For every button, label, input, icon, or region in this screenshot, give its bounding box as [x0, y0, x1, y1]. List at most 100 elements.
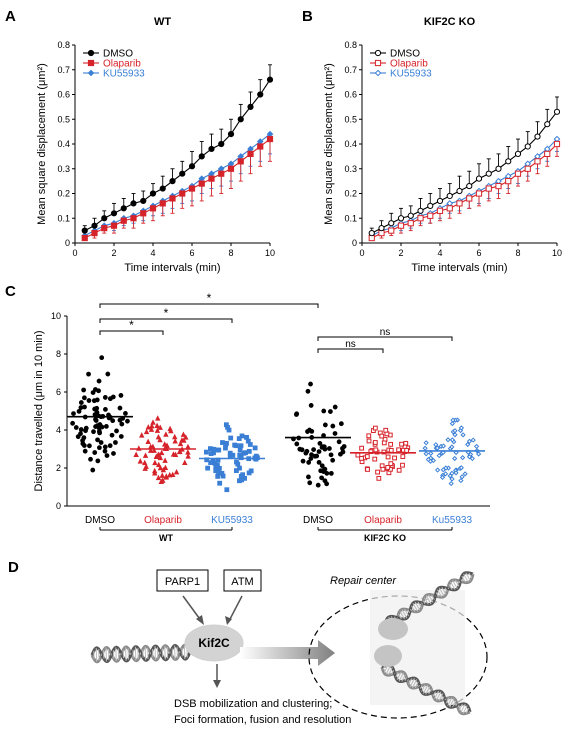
chart-a-point-olaparib	[247, 150, 254, 158]
atm-label: ATM	[231, 576, 253, 588]
chart-c-point	[332, 431, 338, 436]
dna-base-pair	[414, 601, 421, 611]
dna-base-pair	[411, 605, 416, 612]
chart-c-point	[157, 436, 163, 443]
chart-c-point	[372, 440, 378, 445]
chart-c-point	[86, 371, 91, 377]
chart-c-significance-label: ns	[345, 339, 356, 350]
chart-b-point-olaparib	[495, 182, 502, 190]
chart-c-point	[155, 461, 162, 468]
chart-a-point-dmso	[257, 91, 264, 98]
chart-c-point	[96, 378, 102, 384]
chart-b-point-dmso	[456, 187, 463, 195]
chart-c-point	[185, 443, 191, 450]
chart-a-x-tick-label: 10	[265, 248, 275, 258]
chart-a-point-olaparib	[188, 185, 196, 192]
chart-c-point	[157, 454, 164, 461]
dna-top-right	[383, 571, 475, 628]
chart-a-legend-marker	[87, 69, 95, 77]
dna-base-pair	[414, 681, 419, 688]
chart-a-y-tick-label: 0.7	[57, 65, 70, 75]
chart-c-point	[75, 434, 81, 440]
chart-c-point	[147, 447, 154, 453]
chart-a-point-olaparib	[169, 195, 176, 202]
chart-a-point-olaparib	[257, 143, 264, 150]
chart-b-series-line-dmso	[371, 111, 558, 234]
dna-base-pair	[465, 707, 470, 714]
chart-c-point	[73, 425, 79, 430]
chart-c-significance-label: *	[207, 291, 212, 305]
dna-base-pair	[458, 703, 463, 711]
chart-c-point	[383, 427, 389, 433]
chart-c-point	[223, 422, 229, 428]
chart-b-legend-marker	[374, 69, 382, 77]
chart-c-point	[170, 471, 176, 478]
chart-c-point	[70, 420, 76, 426]
chart-c-point	[458, 425, 465, 431]
chart-c-point	[300, 458, 306, 464]
chart-c-point	[466, 454, 473, 460]
parp1-label: PARP1	[165, 576, 200, 588]
chart-c-point	[119, 421, 125, 427]
chart-c-y-tick-label: 10	[51, 311, 61, 321]
chart-c-point	[103, 406, 108, 412]
chart-b-point-ku55933	[446, 200, 454, 207]
chart-c-point	[93, 417, 98, 422]
chart-c-point	[396, 467, 402, 473]
chart-c-point	[125, 418, 130, 424]
chart-c-point	[458, 465, 464, 471]
dna-base-pair	[417, 601, 422, 609]
chart-c-category-label: DMSO	[303, 515, 333, 526]
parp1-arrow-head	[196, 615, 204, 625]
chart-b-point-dmso	[417, 207, 424, 214]
dna-base-pair	[401, 609, 408, 619]
chart-b-y-tick-label: 0.4	[344, 139, 357, 149]
chart-b-x-tick-label: 2	[398, 248, 403, 258]
chart-c-point	[452, 455, 458, 462]
chart-c-point	[379, 433, 385, 439]
dna-base-pair	[468, 572, 473, 579]
dna-base-pair	[422, 600, 426, 605]
chart-b-legend-entry: DMSO	[390, 49, 420, 60]
dna-base-pair	[461, 575, 467, 583]
chart-c-point	[142, 459, 148, 466]
chart-c-point	[215, 473, 221, 479]
chart-c-point	[308, 403, 314, 408]
chart-b-point-olaparib	[407, 220, 414, 227]
chart-c-point	[145, 438, 151, 445]
dna-base-pair	[401, 674, 406, 682]
chart-c-point	[316, 459, 322, 465]
chart-c-point	[452, 428, 458, 434]
chart-b-x-tick-label: 4	[437, 248, 442, 258]
chart-c-point	[449, 476, 455, 482]
chart-b-point-olaparib	[485, 185, 492, 192]
dna-base-pair	[432, 691, 436, 697]
dna-base-pair	[408, 678, 413, 685]
chart-c-point	[385, 454, 391, 460]
chart-c-point	[237, 452, 243, 458]
chart-c-point	[338, 421, 344, 427]
chart-a-point-olaparib	[120, 217, 127, 224]
chart-c-y-tick-label: 2	[56, 463, 61, 473]
chart-c-point	[466, 438, 473, 444]
chart-c-point	[96, 445, 102, 451]
dna-base-pair	[438, 693, 444, 702]
chart-b-y-tick-label: 0	[352, 238, 357, 248]
chart-b-y-tick-label: 0.8	[344, 40, 357, 50]
chart-c-point	[172, 433, 178, 440]
chart-b-point-dmso	[407, 212, 414, 219]
dna-base-pair	[382, 665, 386, 671]
dna-base-pair	[387, 667, 393, 676]
chart-b-series-line-ku55933	[371, 138, 558, 237]
chart-b-y-tick-label: 0.1	[344, 213, 357, 223]
chart-a-point-olaparib	[208, 175, 215, 182]
chart-b-point-olaparib	[368, 234, 375, 242]
chart-a-point-olaparib	[198, 180, 205, 187]
chart-c-point	[150, 443, 156, 450]
chart-c-point	[244, 435, 249, 440]
chart-a-point-dmso	[218, 140, 225, 148]
chart-c-point	[428, 450, 434, 456]
chart-c-point	[107, 443, 113, 449]
chart-a-point-olaparib	[101, 225, 108, 232]
